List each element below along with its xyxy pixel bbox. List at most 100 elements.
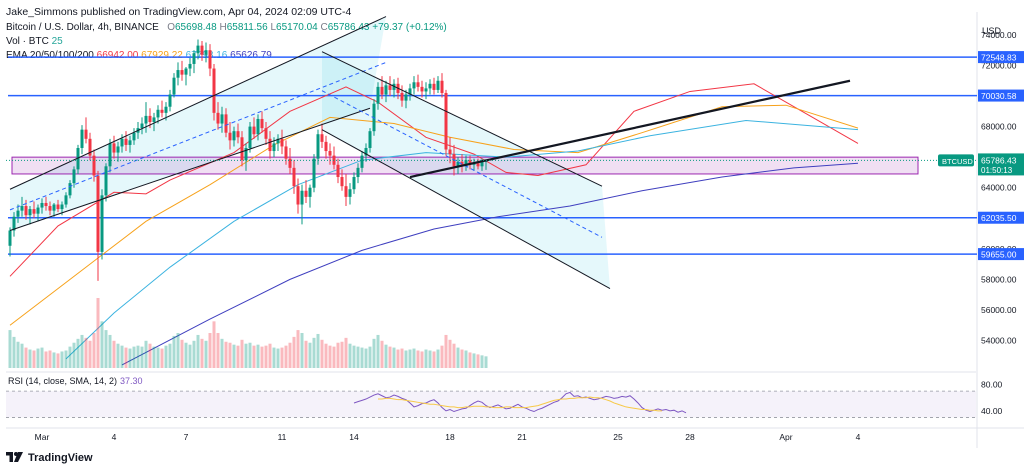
candle-body (468, 160, 472, 165)
candle-body (272, 143, 276, 152)
volume-bar (476, 354, 480, 368)
volume-bars (8, 298, 488, 368)
ema100-line (65, 119, 859, 360)
candle-body (240, 137, 244, 161)
candle-body (64, 195, 68, 205)
volume-bar (328, 345, 332, 368)
volume-bar (216, 333, 220, 368)
volume-bar (40, 347, 44, 368)
volume-bar (252, 345, 256, 368)
candle-body (460, 161, 464, 167)
high-label: H (219, 22, 227, 33)
ascending-channel-lower[interactable] (9, 107, 371, 231)
volume-bar (92, 333, 96, 368)
ema20-value: 66942.00 (96, 50, 139, 61)
volume-bar (116, 343, 120, 368)
price-tick-label: 56000.00 (981, 305, 1017, 315)
volume-bar (408, 349, 412, 368)
volume-bar (352, 345, 356, 368)
volume-bar (272, 347, 276, 368)
price-tick-label: 64000.00 (981, 183, 1017, 193)
volume-label[interactable]: Vol · BTC (6, 36, 49, 47)
candle-body (104, 166, 108, 196)
resistance-trendline[interactable] (409, 79, 851, 179)
candle-body (156, 109, 160, 118)
candle-body (60, 204, 64, 210)
high-value: 65811.56 (226, 22, 268, 33)
candle-body (312, 158, 316, 188)
volume-bar (44, 351, 48, 368)
candle-body (344, 186, 348, 197)
descending-channel-lower[interactable] (321, 129, 611, 289)
volume-bar (320, 339, 324, 368)
volume-bar (360, 347, 364, 368)
time-tick-label: 4 (112, 432, 117, 442)
symbol-title[interactable]: Bitcoin / U.S. Dollar, 4h, BINANCE (6, 22, 159, 33)
candle-body (320, 134, 324, 142)
volume-bar (300, 333, 304, 368)
volume-bar (396, 349, 400, 368)
ema200-value: 65626.79 (230, 50, 272, 61)
candle-body (248, 126, 252, 148)
volume-bar (56, 353, 60, 368)
sma-line (378, 396, 662, 412)
change-value: +79.37 (+0.12%) (372, 22, 447, 33)
candle-body (36, 207, 40, 214)
volume-bar (380, 340, 384, 368)
volume-bar (472, 353, 476, 368)
candle-body (432, 83, 436, 90)
volume-bar (196, 334, 200, 368)
candle-body (324, 141, 328, 152)
level-label: 59655.00 (981, 250, 1017, 260)
volume-bar (152, 346, 156, 368)
volume-bar (96, 298, 100, 368)
volume-bar (312, 337, 316, 368)
candle-body (244, 147, 248, 161)
ascending-channel-mid[interactable] (9, 61, 387, 211)
volume-bar (136, 345, 140, 368)
volume-bar (228, 342, 232, 368)
publisher-text: Jake_Simmons published on TradingView.co… (6, 6, 352, 18)
volume-bar (24, 347, 28, 368)
descending-channel-upper[interactable] (321, 51, 603, 187)
volume-bar (236, 345, 240, 368)
candle-body (204, 50, 208, 55)
tradingview-footer: TradingView (6, 452, 93, 464)
volume-bar (204, 340, 208, 368)
time-tick-label: Apr (779, 432, 792, 442)
volume-value: 25 (51, 36, 63, 47)
candle-body (444, 92, 448, 150)
descending-channel-mid[interactable] (321, 90, 603, 238)
candle-body (32, 209, 36, 214)
volume-bar (276, 348, 280, 368)
candle-body (144, 115, 148, 124)
ema-label[interactable]: EMA 20/50/100/200 (6, 50, 94, 61)
candle-body (96, 175, 100, 252)
candle-body (76, 147, 80, 170)
candle-body (368, 131, 372, 148)
volume-bar (16, 341, 20, 368)
candle-body (448, 149, 452, 155)
volume-bar (192, 340, 196, 368)
candle-body (428, 83, 432, 89)
volume-bar (420, 351, 424, 368)
volume-bar (428, 350, 432, 368)
candle-body (84, 129, 88, 139)
volume-bar (424, 349, 428, 368)
currency-label: USD (982, 26, 1002, 36)
volume-bar (280, 347, 284, 368)
volume-bar (8, 330, 12, 368)
candle-body (480, 161, 484, 167)
volume-bar (48, 350, 52, 368)
candle-body (132, 132, 136, 141)
volume-bar (100, 321, 104, 368)
open-label: O (167, 22, 175, 33)
level-label: 72548.83 (981, 53, 1017, 63)
candle-body (108, 143, 112, 167)
volume-bar (208, 333, 212, 368)
volume-bar (336, 342, 340, 368)
volume-bar (480, 355, 484, 368)
rsi-legend-value: 37.30 (120, 376, 143, 386)
time-tick-label: 21 (517, 432, 527, 442)
